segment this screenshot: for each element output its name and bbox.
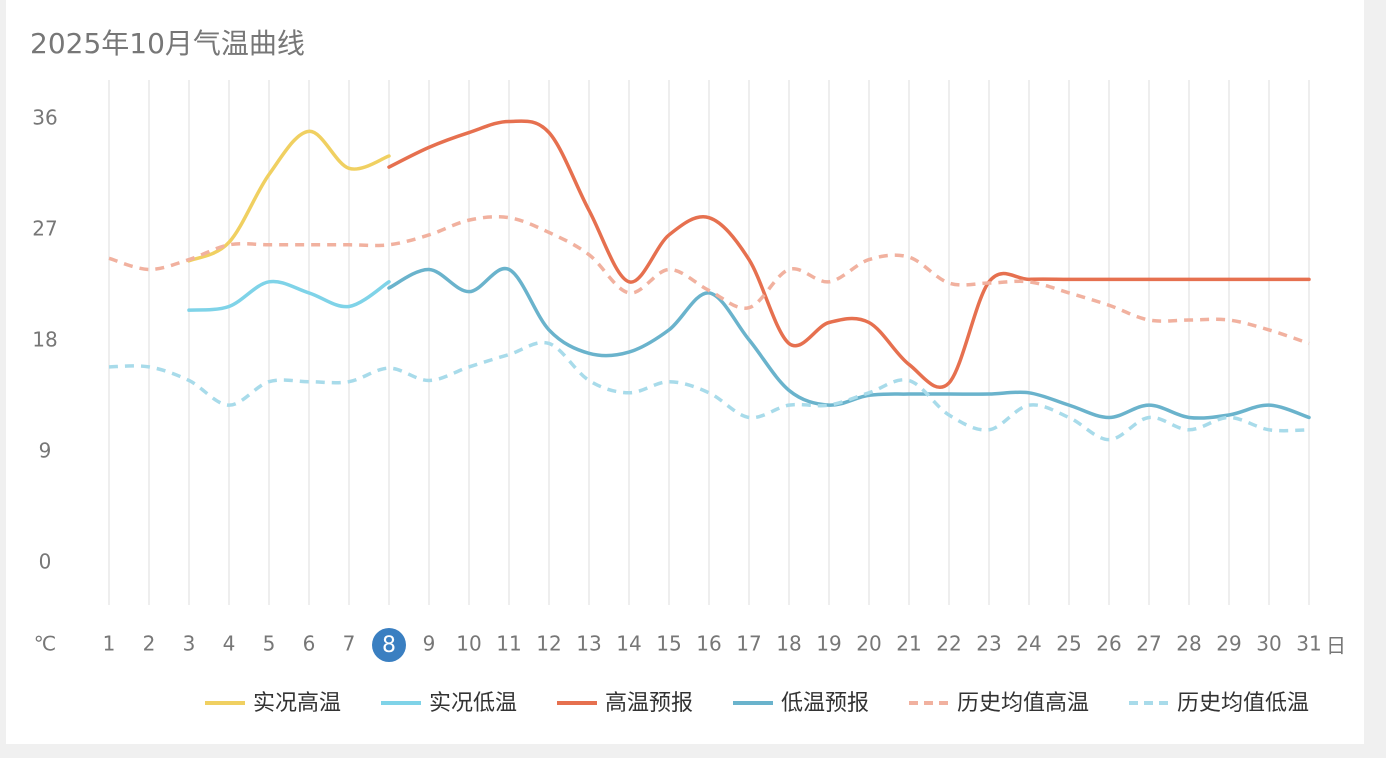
highlight-day [372,628,406,662]
x-tick-label: 15 [656,632,681,656]
y-tick-label: 9 [39,439,52,463]
x-tick-label: 9 [423,632,436,656]
x-tick-label: 26 [1096,632,1121,656]
x-tick-label: 25 [1056,632,1081,656]
series-line [187,129,391,263]
x-tick-label: 30 [1256,632,1281,656]
x-tick-label: 27 [1136,632,1161,656]
y-unit: ℃ [34,632,56,656]
x-tick-label: 6 [303,632,316,656]
x-tick-label: 20 [856,632,881,656]
series-line [108,215,1310,346]
x-tick-label: 18 [776,632,801,656]
series-line [108,340,1310,442]
legend-label: 历史均值高温 [957,691,1089,716]
x-tick-label: 7 [343,632,356,656]
legend-label: 低温预报 [781,691,869,716]
x-tick-label: 29 [1216,632,1241,656]
y-tick-label: 0 [39,550,52,574]
chart-title: 2025年10月气温曲线 [30,27,305,60]
y-tick-label: 36 [32,106,57,130]
x-tick-label: 2 [143,632,156,656]
x-tick-label: 31 [1296,632,1321,656]
x-tick-label: 10 [456,632,481,656]
x-tick-label: 24 [1016,632,1041,656]
panel [6,0,1364,744]
x-tick-label: 13 [576,632,601,656]
x-tick-label: 12 [536,632,561,656]
x-tick-label: 11 [496,632,521,656]
x-tick-label: 28 [1176,632,1201,656]
x-tick-label: 3 [183,632,196,656]
series-line [187,279,391,312]
x-tick-label: 21 [896,632,921,656]
legend-label: 高温预报 [605,691,693,716]
legend-label: 实况低温 [429,691,517,716]
legend-label: 实况高温 [253,691,341,716]
x-tick-label: 23 [976,632,1001,656]
y-tick-label: 27 [32,217,57,241]
x-tick-label: 19 [816,632,841,656]
x-tick-label: 22 [936,632,961,656]
x-tick-label: 4 [223,632,236,656]
x-unit: 日 [1326,634,1346,658]
series-line [387,119,1311,389]
y-tick-label: 18 [32,328,57,352]
legend-label: 历史均值低温 [1177,691,1309,716]
x-tick-label: 5 [263,632,276,656]
x-tick-label: 8 [382,633,396,658]
x-tick-label: 1 [103,632,116,656]
x-tick-label: 14 [616,632,641,656]
x-tick-label: 16 [696,632,721,656]
x-tick-label: 17 [736,632,761,656]
